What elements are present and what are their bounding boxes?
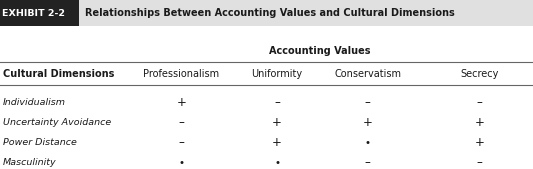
Text: –: – xyxy=(477,96,483,109)
Text: EXHIBIT 2-2: EXHIBIT 2-2 xyxy=(2,9,65,18)
Text: –: – xyxy=(477,156,483,169)
Text: Accounting Values: Accounting Values xyxy=(269,46,370,56)
Text: Cultural Dimensions: Cultural Dimensions xyxy=(3,68,114,79)
Text: Uncertainty Avoidance: Uncertainty Avoidance xyxy=(3,118,111,127)
Text: –: – xyxy=(274,96,280,109)
Text: •: • xyxy=(178,158,184,168)
Text: +: + xyxy=(475,116,484,129)
Text: Professionalism: Professionalism xyxy=(143,68,219,79)
Text: •: • xyxy=(274,158,280,168)
Text: Conservatism: Conservatism xyxy=(334,68,401,79)
Text: +: + xyxy=(363,116,373,129)
Text: –: – xyxy=(178,116,184,129)
Text: –: – xyxy=(365,96,371,109)
Text: +: + xyxy=(176,96,186,109)
Text: Secrecy: Secrecy xyxy=(461,68,499,79)
Text: Uniformity: Uniformity xyxy=(252,68,303,79)
Text: Power Distance: Power Distance xyxy=(3,138,77,147)
Text: Individualism: Individualism xyxy=(3,98,66,107)
FancyBboxPatch shape xyxy=(0,0,79,26)
Text: Masculinity: Masculinity xyxy=(3,158,56,167)
Text: –: – xyxy=(178,136,184,149)
Text: Relationships Between Accounting Values and Cultural Dimensions: Relationships Between Accounting Values … xyxy=(85,8,455,18)
Text: •: • xyxy=(365,138,371,148)
Text: +: + xyxy=(475,136,484,149)
FancyBboxPatch shape xyxy=(0,0,533,26)
Text: –: – xyxy=(365,156,371,169)
Text: +: + xyxy=(272,116,282,129)
Text: +: + xyxy=(272,136,282,149)
